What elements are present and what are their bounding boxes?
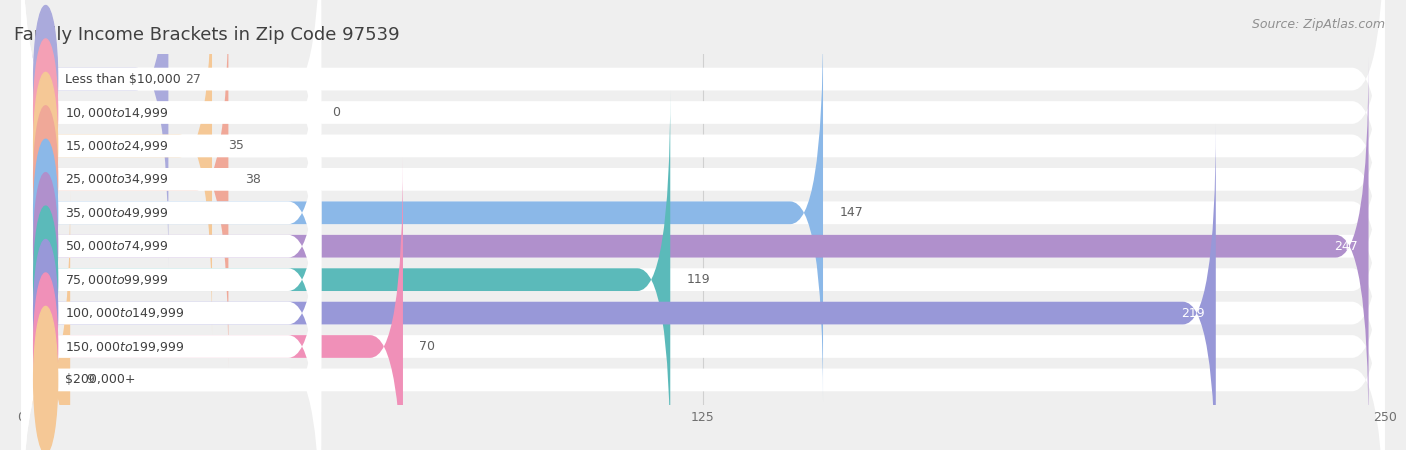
- Text: $35,000 to $49,999: $35,000 to $49,999: [65, 206, 169, 220]
- FancyBboxPatch shape: [21, 0, 1385, 302]
- FancyBboxPatch shape: [21, 23, 1385, 402]
- Text: 9: 9: [87, 374, 94, 387]
- FancyBboxPatch shape: [21, 0, 228, 369]
- Circle shape: [34, 106, 58, 253]
- Circle shape: [34, 273, 58, 420]
- Text: Less than $10,000: Less than $10,000: [65, 72, 180, 86]
- FancyBboxPatch shape: [21, 57, 321, 436]
- Text: 147: 147: [839, 206, 863, 219]
- FancyBboxPatch shape: [21, 158, 1385, 450]
- FancyBboxPatch shape: [21, 124, 1385, 450]
- Text: 35: 35: [228, 140, 245, 153]
- Text: Family Income Brackets in Zip Code 97539: Family Income Brackets in Zip Code 97539: [14, 26, 399, 44]
- Circle shape: [34, 72, 58, 220]
- Circle shape: [34, 139, 58, 286]
- Circle shape: [34, 239, 58, 387]
- Circle shape: [34, 206, 58, 353]
- Text: 219: 219: [1181, 306, 1205, 320]
- FancyBboxPatch shape: [21, 0, 1385, 335]
- Text: 247: 247: [1334, 240, 1358, 253]
- Text: $10,000 to $14,999: $10,000 to $14,999: [65, 105, 169, 120]
- Text: 119: 119: [686, 273, 710, 286]
- FancyBboxPatch shape: [21, 158, 404, 450]
- FancyBboxPatch shape: [21, 90, 1385, 450]
- Text: $15,000 to $24,999: $15,000 to $24,999: [65, 139, 169, 153]
- FancyBboxPatch shape: [21, 191, 321, 450]
- FancyBboxPatch shape: [21, 0, 321, 268]
- FancyBboxPatch shape: [21, 0, 1385, 369]
- FancyBboxPatch shape: [21, 124, 321, 450]
- Circle shape: [34, 39, 58, 186]
- FancyBboxPatch shape: [21, 23, 321, 402]
- Text: $25,000 to $34,999: $25,000 to $34,999: [65, 172, 169, 186]
- FancyBboxPatch shape: [21, 0, 212, 335]
- Text: 27: 27: [184, 72, 201, 86]
- Circle shape: [34, 5, 58, 153]
- Circle shape: [34, 306, 58, 450]
- FancyBboxPatch shape: [21, 0, 321, 335]
- Text: 0: 0: [332, 106, 340, 119]
- FancyBboxPatch shape: [21, 158, 321, 450]
- Text: $150,000 to $199,999: $150,000 to $199,999: [65, 339, 184, 354]
- Text: $50,000 to $74,999: $50,000 to $74,999: [65, 239, 169, 253]
- FancyBboxPatch shape: [21, 191, 70, 450]
- Text: Source: ZipAtlas.com: Source: ZipAtlas.com: [1251, 18, 1385, 31]
- FancyBboxPatch shape: [21, 0, 321, 369]
- Text: 38: 38: [245, 173, 260, 186]
- Text: $75,000 to $99,999: $75,000 to $99,999: [65, 273, 169, 287]
- FancyBboxPatch shape: [21, 57, 1385, 436]
- Text: 70: 70: [419, 340, 436, 353]
- FancyBboxPatch shape: [21, 0, 321, 302]
- Text: $100,000 to $149,999: $100,000 to $149,999: [65, 306, 184, 320]
- FancyBboxPatch shape: [21, 90, 671, 450]
- Circle shape: [34, 173, 58, 320]
- FancyBboxPatch shape: [21, 90, 321, 450]
- Text: $200,000+: $200,000+: [65, 374, 135, 387]
- FancyBboxPatch shape: [21, 57, 1368, 436]
- FancyBboxPatch shape: [21, 124, 1216, 450]
- FancyBboxPatch shape: [21, 23, 823, 402]
- FancyBboxPatch shape: [21, 0, 169, 268]
- FancyBboxPatch shape: [21, 0, 1385, 268]
- FancyBboxPatch shape: [21, 191, 1385, 450]
